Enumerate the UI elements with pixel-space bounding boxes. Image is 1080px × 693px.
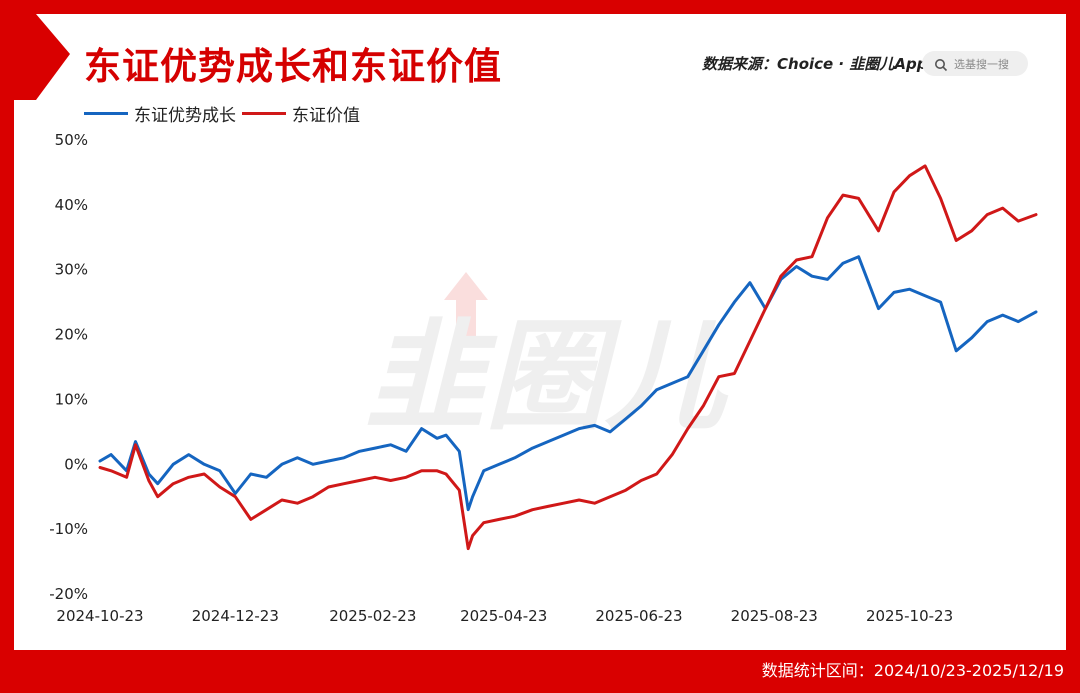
legend-swatch-value: [242, 112, 286, 115]
x-tick-label: 2024-10-23: [56, 607, 143, 625]
y-tick-label: 0%: [64, 455, 88, 473]
corner-accent: [14, 14, 70, 100]
watermark-logo: 韭圈儿: [365, 272, 729, 447]
x-tick-label: 2025-02-23: [329, 607, 416, 625]
legend-item-growth: 东证优势成长: [84, 101, 236, 126]
data-source: 数据来源：Choice · 韭圈儿App: [702, 55, 928, 73]
y-tick-label: 20%: [55, 326, 88, 344]
y-tick-label: 10%: [55, 390, 88, 408]
chart-title: 东证优势成长和东证价值: [84, 45, 502, 88]
legend-item-value: 东证价值: [242, 101, 360, 126]
x-tick-label: 2025-10-23: [866, 607, 953, 625]
search-placeholder: 选基搜一搜: [954, 57, 1009, 71]
y-tick-label: -20%: [49, 585, 88, 603]
y-tick-label: -10%: [49, 520, 88, 538]
series-line-value: [98, 164, 1038, 551]
series-line-growth: [98, 255, 1038, 512]
legend-label-growth: 东证优势成长: [134, 106, 236, 126]
legend-label-value: 东证价值: [292, 106, 360, 126]
y-tick-label: 50%: [55, 131, 88, 149]
search-icon: [934, 57, 948, 71]
watermark-text: 韭圈儿: [365, 308, 729, 447]
chart-legend: 东证优势成长 东证价值: [84, 101, 366, 126]
y-tick-label: 30%: [55, 261, 88, 279]
x-tick-label: 2025-08-23: [731, 607, 818, 625]
fund-search-box[interactable]: 选基搜一搜: [922, 51, 1028, 76]
x-tick-label: 2025-06-23: [595, 607, 682, 625]
x-tick-label: 2024-12-23: [192, 607, 279, 625]
date-range-footer: 数据统计区间：2024/10/23-2025/12/19: [761, 661, 1064, 680]
y-tick-label: 40%: [55, 196, 88, 214]
chart-card: [14, 14, 1066, 650]
x-tick-label: 2025-04-23: [460, 607, 547, 625]
legend-swatch-growth: [84, 112, 128, 115]
